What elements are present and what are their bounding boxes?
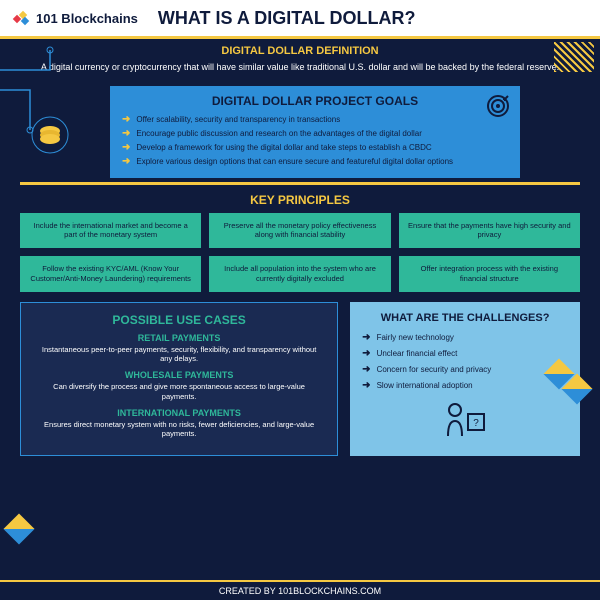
arrow-icon: ➜ <box>362 380 370 391</box>
challenge-text: Unclear financial effect <box>377 349 458 358</box>
arrow-icon: ➜ <box>362 348 370 359</box>
arrow-icon: ➜ <box>122 128 130 139</box>
target-icon <box>486 94 510 118</box>
decor-hatch <box>554 42 594 72</box>
arrow-icon: ➜ <box>362 364 370 375</box>
usecases-heading: POSSIBLE USE CASES <box>35 313 323 327</box>
challenge-text: Slow international adoption <box>377 381 473 390</box>
goal-text: Encourage public discussion and research… <box>136 129 422 138</box>
challenges-heading: WHAT ARE THE CHALLENGES? <box>362 312 568 324</box>
usecase-title: WHOLESALE PAYMENTS <box>35 370 323 380</box>
footer-text: CREATED BY 101BLOCKCHAINS.COM <box>0 580 600 600</box>
divider <box>20 182 580 185</box>
logo-cubes-icon <box>12 8 32 28</box>
page-title: WHAT IS A DIGITAL DOLLAR? <box>158 8 416 29</box>
person-puzzle-icon: ? <box>440 396 490 446</box>
goal-item: ➜ Offer scalability, security and transpa… <box>122 114 508 125</box>
goal-text: Explore various design options that can … <box>136 157 453 166</box>
usecase-text: Can diversify the process and give more … <box>35 382 323 402</box>
principles-grid: Include the international market and bec… <box>0 213 600 292</box>
challenge-item: ➜ Slow international adoption <box>362 380 568 391</box>
goals-list: ➜ Offer scalability, security and transpa… <box>122 114 508 167</box>
challenges-panel: WHAT ARE THE CHALLENGES? ➜ Fairly new tec… <box>350 302 580 456</box>
challenge-text: Fairly new technology <box>377 333 454 342</box>
principle-box: Offer integration process with the exist… <box>399 256 580 292</box>
arrow-icon: ➜ <box>122 114 130 125</box>
goal-item: ➜ Encourage public discussion and researc… <box>122 128 508 139</box>
arrow-icon: ➜ <box>122 142 130 153</box>
goals-panel: DIGITAL DOLLAR PROJECT GOALS ➜ Offer scal… <box>110 86 520 178</box>
challenge-text: Concern for security and privacy <box>377 365 492 374</box>
arrow-icon: ➜ <box>362 332 370 343</box>
goal-text: Develop a framework for using the digita… <box>136 143 431 152</box>
goal-item: ➜ Develop a framework for using the digit… <box>122 142 508 153</box>
challenge-item: ➜ Concern for security and privacy <box>362 364 568 375</box>
svg-text:?: ? <box>473 418 479 429</box>
usecase-title: RETAIL PAYMENTS <box>35 333 323 343</box>
principle-box: Include all population into the system w… <box>209 256 390 292</box>
definition-text: A digital currency or cryptocurrency tha… <box>40 61 560 74</box>
arrow-icon: ➜ <box>122 156 130 167</box>
challenge-item: ➜ Unclear financial effect <box>362 348 568 359</box>
challenges-list: ➜ Fairly new technology ➜ Unclear financial… <box>362 332 568 391</box>
principle-box: Include the international market and bec… <box>20 213 201 249</box>
goal-text: Offer scalability, security and transpar… <box>136 115 340 124</box>
coins-icon <box>30 115 70 155</box>
usecase-title: INTERNATIONAL PAYMENTS <box>35 408 323 418</box>
header-bar: 101 Blockchains WHAT IS A DIGITAL DOLLAR… <box>0 0 600 36</box>
challenge-item: ➜ Fairly new technology <box>362 332 568 343</box>
goal-item: ➜ Explore various design options that can… <box>122 156 508 167</box>
principles-heading: KEY PRINCIPLES <box>0 193 600 207</box>
usecase-text: Ensures direct monetary system with no r… <box>35 420 323 440</box>
brand-name: 101 Blockchains <box>36 11 138 26</box>
usecase-text: Instantaneous peer-to-peer payments, sec… <box>35 345 323 365</box>
bottom-row: POSSIBLE USE CASES RETAIL PAYMENTS Instan… <box>0 292 600 460</box>
definition-heading: DIGITAL DOLLAR DEFINITION <box>40 45 560 57</box>
principle-box: Ensure that the payments have high secur… <box>399 213 580 249</box>
principle-box: Preserve all the monetary policy effecti… <box>209 213 390 249</box>
brand-logo: 101 Blockchains <box>12 8 138 28</box>
definition-section: DIGITAL DOLLAR DEFINITION A digital curr… <box>0 39 600 78</box>
principle-box: Follow the existing KYC/AML (Know Your C… <box>20 256 201 292</box>
usecases-panel: POSSIBLE USE CASES RETAIL PAYMENTS Instan… <box>20 302 338 456</box>
decor-cube <box>3 513 34 544</box>
usecases-list: RETAIL PAYMENTS Instantaneous peer-to-pee… <box>35 333 323 440</box>
goals-heading: DIGITAL DOLLAR PROJECT GOALS <box>122 94 508 108</box>
